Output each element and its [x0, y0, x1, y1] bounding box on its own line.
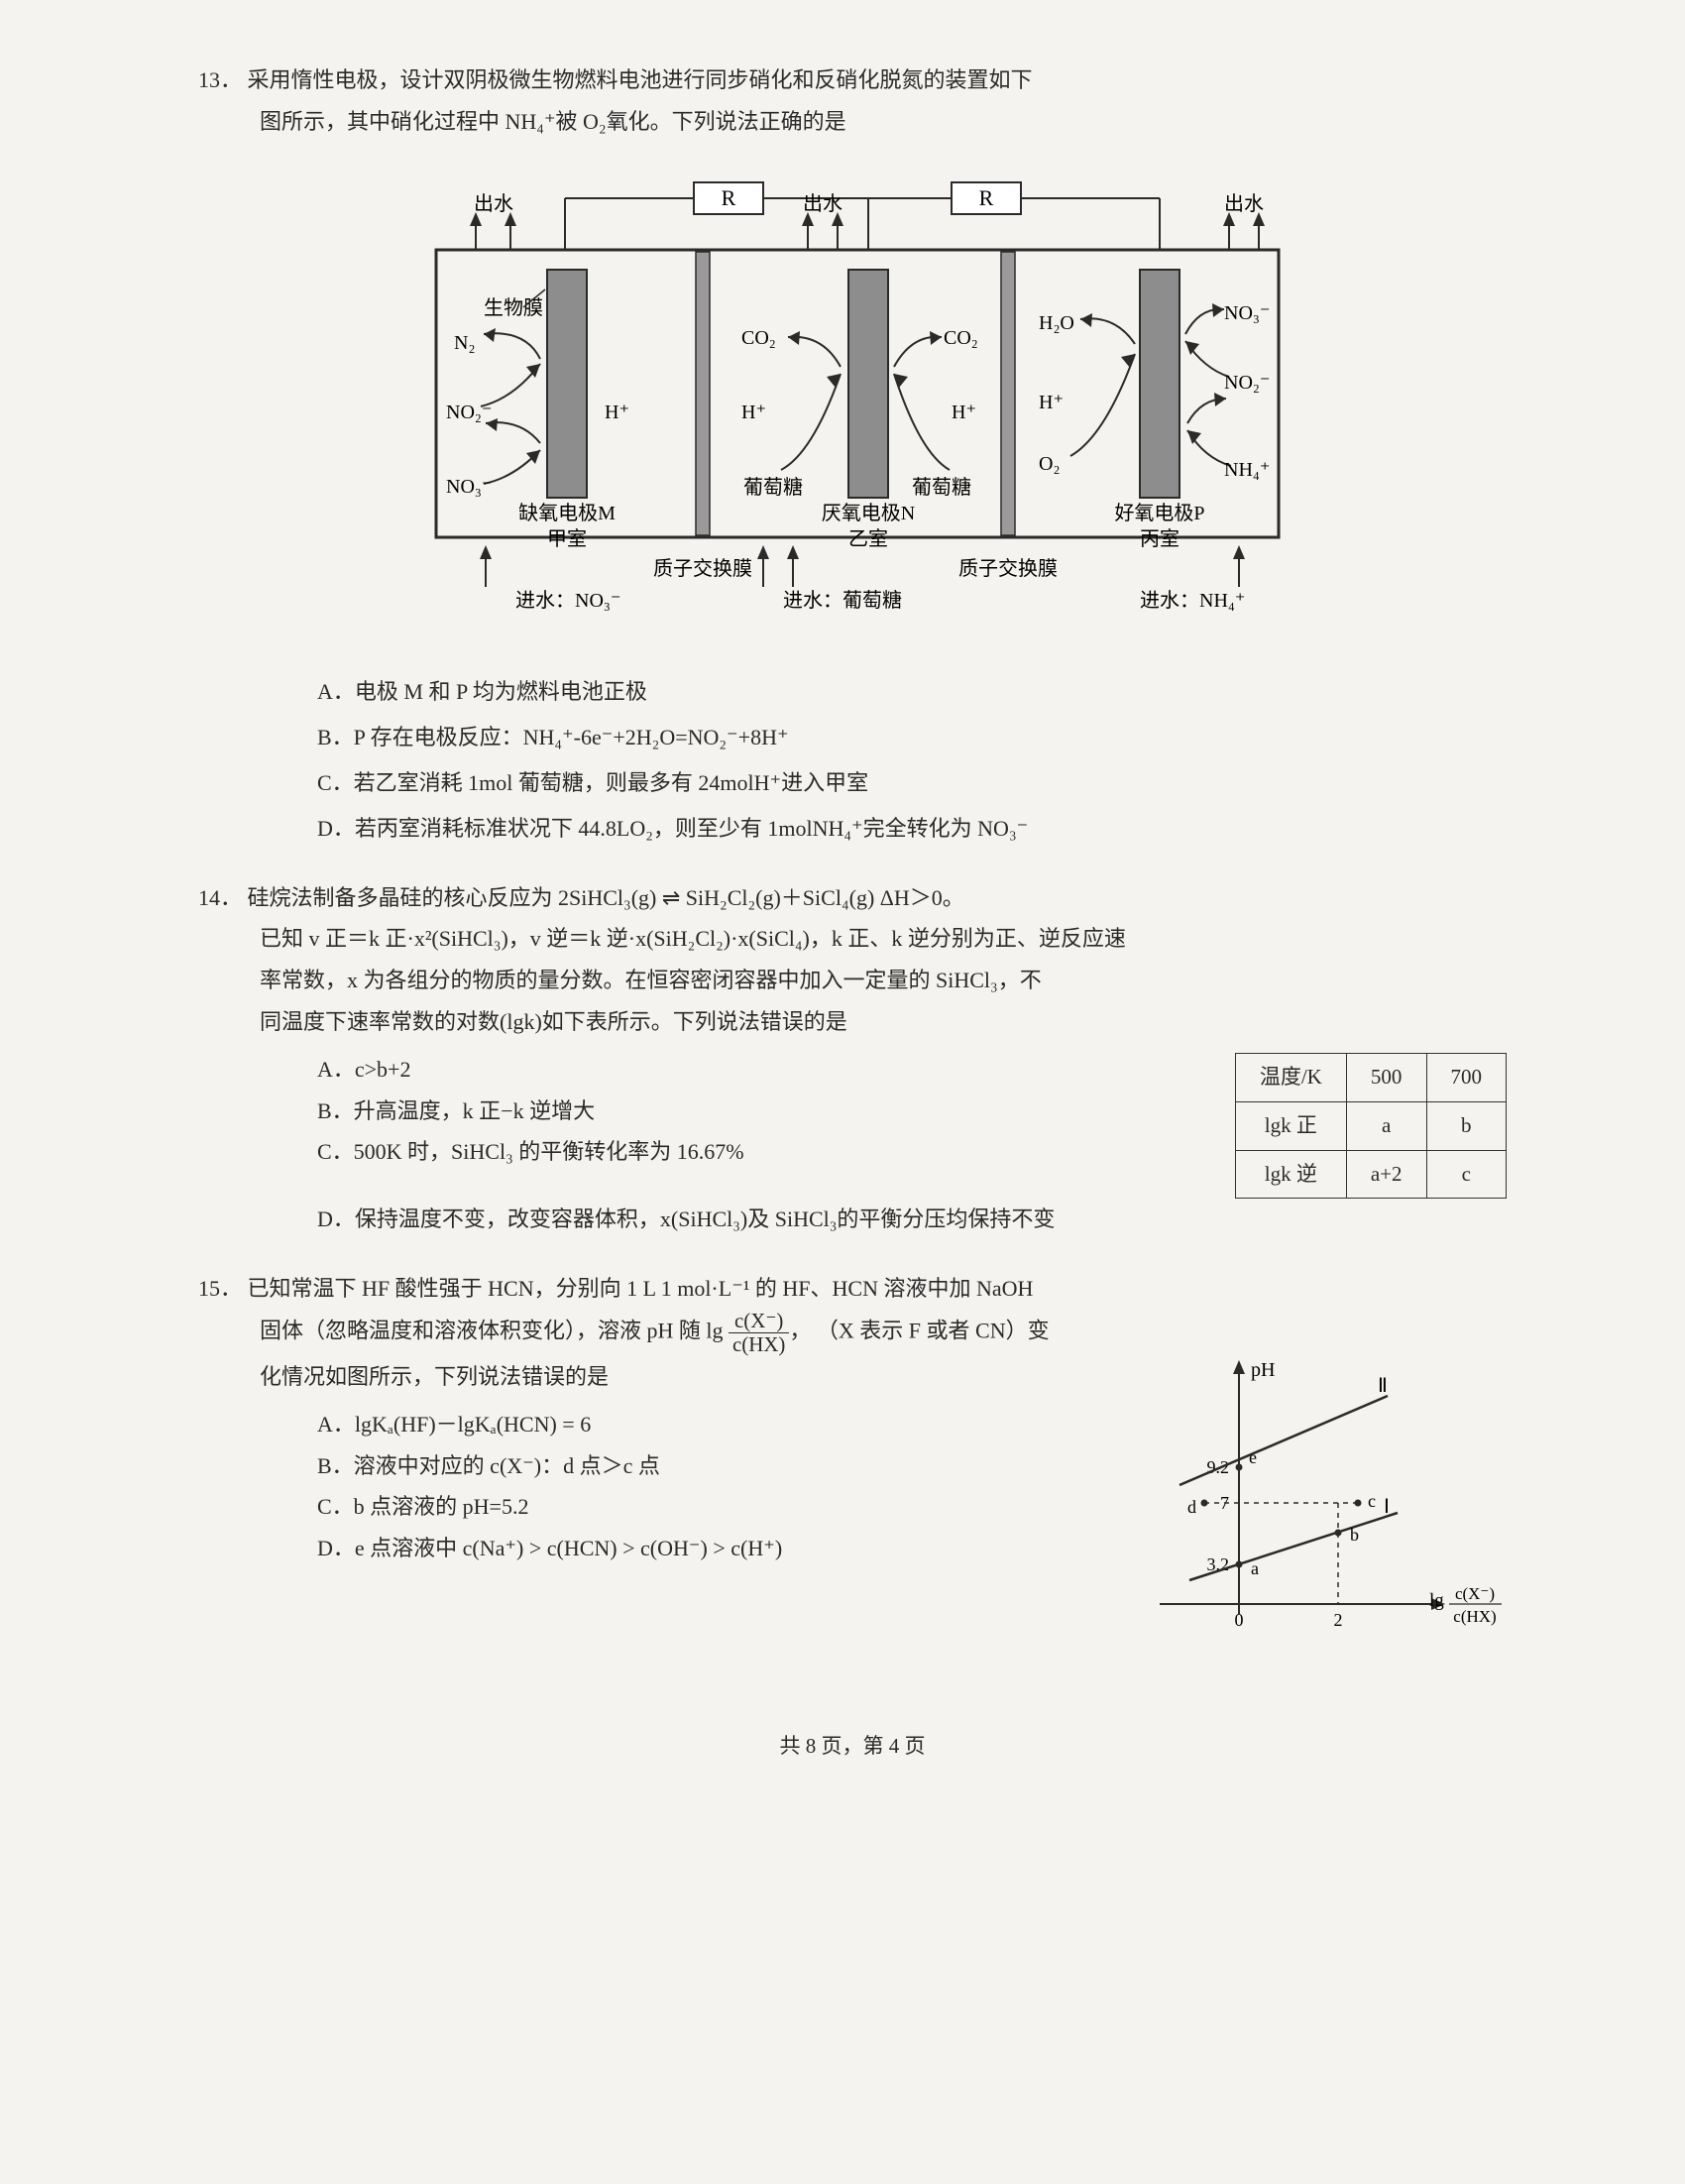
svg-text:lg: lg [1429, 1590, 1444, 1611]
q13-opt-A: A．电极 M 和 P 均为燃料电池正极 [317, 671, 1507, 713]
q14-number: 14． [198, 885, 242, 910]
q15-frac: c(X⁻) c(HX) [729, 1310, 789, 1356]
table-header: 500 [1346, 1053, 1426, 1101]
svg-text:进水：葡萄糖: 进水：葡萄糖 [783, 589, 902, 612]
table-cell: a [1346, 1101, 1426, 1150]
svg-text:H⁺: H⁺ [741, 402, 766, 423]
question-14: 14． 硅烷法制备多晶硅的核心反应为 2SiHCl₃(g) ⇌ SiH₂Cl₂(… [198, 877, 1507, 1241]
q14-opt-A: A．c>b+2 [317, 1049, 1199, 1091]
q14-options: A．c>b+2 B．升高温度，k 正−k 逆增大 C．500K 时，SiHCl₃… [317, 1049, 1199, 1173]
svg-text:CO₂: CO₂ [944, 327, 978, 349]
svg-text:厌氧电极N: 厌氧电极N [822, 502, 915, 524]
q13-line2: 图所示，其中硝化过程中 NH₄⁺被 O₂氧化。下列说法正确的是 [198, 101, 1507, 143]
q15-number: 15． [198, 1276, 242, 1301]
q14-line1: 硅烷法制备多晶硅的核心反应为 2SiHCl₃(g) ⇌ SiH₂Cl₂(g)＋S… [248, 885, 964, 910]
svg-text:质子交换膜: 质子交换膜 [653, 557, 752, 580]
svg-text:pH: pH [1251, 1359, 1275, 1381]
svg-text:c(HX): c(HX) [1453, 1607, 1496, 1626]
svg-text:c: c [1368, 1491, 1376, 1511]
question-13: 13． 采用惰性电极，设计双阴极微生物燃料电池进行同步硝化和反硝化脱氮的装置如下… [198, 59, 1507, 850]
q14-opt-C: C．500K 时，SiHCl₃ 的平衡转化率为 16.67% [317, 1131, 1199, 1173]
svg-text:生物膜: 生物膜 [484, 296, 543, 319]
q14-opt-D: D．保持温度不变，改变容器体积，x(SiHCl₃)及 SiHCl₃的平衡分压均保… [317, 1199, 1507, 1240]
svg-text:出水: 出水 [803, 192, 842, 215]
svg-text:进水：NO₃⁻: 进水：NO₃⁻ [515, 589, 620, 612]
svg-text:出水: 出水 [474, 192, 513, 215]
q15-opt-C: C．b 点溶液的 pH=5.2 [317, 1486, 1100, 1528]
q15-frac-den: c(HX) [729, 1333, 789, 1356]
table-cell: lgk 正 [1235, 1101, 1346, 1150]
svg-text:NO₃⁻: NO₃⁻ [1224, 302, 1270, 324]
q15-line1: 已知常温下 HF 酸性强于 HCN，分别向 1 L 1 mol·L⁻¹ 的 HF… [248, 1276, 1034, 1301]
svg-text:c(X⁻): c(X⁻) [1455, 1584, 1495, 1603]
resistor-R1-label: R [722, 185, 736, 210]
q14-opt-B: B．升高温度，k 正−k 逆增大 [317, 1091, 1199, 1132]
q15-opt-B: B．溶液中对应的 c(X⁻)：d 点＞c 点 [317, 1445, 1100, 1487]
q15-graph: 3.2 7 9.2 pH 0 2 a b [1130, 1356, 1507, 1667]
svg-text:Ⅱ: Ⅱ [1378, 1375, 1388, 1397]
svg-text:进水：NH₄⁺: 进水：NH₄⁺ [1140, 589, 1245, 612]
svg-text:缺氧电极M: 缺氧电极M [518, 502, 616, 524]
page-footer: 共 8 页，第 4 页 [198, 1727, 1507, 1767]
svg-text:好氧电极P: 好氧电极P [1114, 502, 1204, 524]
svg-text:Ⅰ: Ⅰ [1384, 1496, 1390, 1518]
svg-text:NH₄⁺: NH₄⁺ [1224, 459, 1270, 481]
table-cell: c [1426, 1150, 1507, 1199]
q13-opt-B: B．P 存在电极反应：NH₄⁺-6e⁻+2H₂O=NO₂⁻+8H⁺ [317, 717, 1507, 758]
q14-line2: 已知 v 正＝k 正·x²(SiHCl₃)，v 逆＝k 逆·x(SiH₂Cl₂)… [198, 918, 1507, 960]
q15-opt-D: D．e 点溶液中 c(Na⁺) > c(HCN) > c(OH⁻) > c(H⁺… [317, 1528, 1100, 1569]
q13-options: A．电极 M 和 P 均为燃料电池正极 B．P 存在电极反应：NH₄⁺-6e⁻+… [198, 671, 1507, 849]
svg-text:出水: 出水 [1224, 192, 1264, 215]
q15-line2b: （X 表示 F 或者 CN）变 [817, 1319, 1050, 1343]
q13-diagram: R R 出水 [396, 161, 1308, 650]
table-header: 700 [1426, 1053, 1507, 1101]
svg-text:H⁺: H⁺ [605, 402, 629, 423]
svg-text:葡萄糖: 葡萄糖 [743, 476, 803, 499]
resistor-R2-label: R [979, 185, 994, 210]
svg-text:NO₂⁻: NO₂⁻ [446, 402, 492, 423]
svg-text:H⁺: H⁺ [952, 402, 976, 423]
q15-line3: 化情况如图所示，下列说法错误的是 [260, 1356, 1100, 1398]
svg-text:a: a [1251, 1558, 1259, 1578]
q15-options: A．lgKₐ(HF)－lgKₐ(HCN) = 6 B．溶液中对应的 c(X⁻)：… [260, 1404, 1100, 1569]
svg-text:葡萄糖: 葡萄糖 [912, 476, 971, 499]
svg-text:H₂O: H₂O [1039, 312, 1074, 334]
svg-text:e: e [1249, 1447, 1257, 1467]
svg-text:质子交换膜: 质子交换膜 [958, 557, 1058, 580]
q15-line2: 固体（忽略温度和溶液体积变化），溶液 pH 随 lg c(X⁻) c(HX) ，… [198, 1310, 1507, 1356]
svg-text:O₂: O₂ [1039, 453, 1060, 475]
svg-text:0: 0 [1235, 1610, 1244, 1630]
q14-table: 温度/K 500 700 lgk 正 a b lgk 逆 a+2 c [1235, 1053, 1507, 1200]
table-cell: b [1426, 1101, 1507, 1150]
table-cell: lgk 逆 [1235, 1150, 1346, 1199]
svg-text:NO₂⁻: NO₂⁻ [1224, 372, 1270, 394]
svg-text:2: 2 [1334, 1610, 1343, 1630]
svg-text:d: d [1187, 1497, 1196, 1517]
svg-text:N₂: N₂ [454, 332, 475, 354]
svg-text:b: b [1350, 1525, 1359, 1545]
q14-line3: 率常数，x 为各组分的物质的量分数。在恒容密闭容器中加入一定量的 SiHCl₃，… [198, 960, 1507, 1001]
svg-text:甲室: 甲室 [547, 527, 587, 550]
svg-text:9.2: 9.2 [1207, 1457, 1230, 1477]
q15-opt-A: A．lgKₐ(HF)－lgKₐ(HCN) = 6 [317, 1404, 1100, 1445]
table-header: 温度/K [1235, 1053, 1346, 1101]
svg-text:NO₃⁻: NO₃⁻ [446, 476, 492, 498]
q13-opt-D: D．若丙室消耗标准状况下 44.8LO₂，则至少有 1molNH₄⁺完全转化为 … [317, 808, 1507, 850]
svg-text:H⁺: H⁺ [1039, 392, 1064, 413]
q13-opt-C: C．若乙室消耗 1mol 葡萄糖，则最多有 24molH⁺进入甲室 [317, 762, 1507, 804]
question-15: 15． 已知常温下 HF 酸性强于 HCN，分别向 1 L 1 mol·L⁻¹ … [198, 1268, 1507, 1667]
q14-line4: 同温度下速率常数的对数(lgk)如下表所示。下列说法错误的是 [198, 1001, 1507, 1043]
q15-frac-num: c(X⁻) [729, 1310, 789, 1333]
svg-text:乙室: 乙室 [848, 527, 888, 550]
table-cell: a+2 [1346, 1150, 1426, 1199]
svg-text:丙室: 丙室 [1140, 527, 1180, 550]
q13-line1: 采用惰性电极，设计双阴极微生物燃料电池进行同步硝化和反硝化脱氮的装置如下 [248, 67, 1033, 92]
svg-text:CO₂: CO₂ [741, 327, 776, 349]
q15-line2a: 固体（忽略温度和溶液体积变化），溶液 pH 随 lg [260, 1319, 724, 1343]
q13-number: 13． [198, 67, 242, 92]
